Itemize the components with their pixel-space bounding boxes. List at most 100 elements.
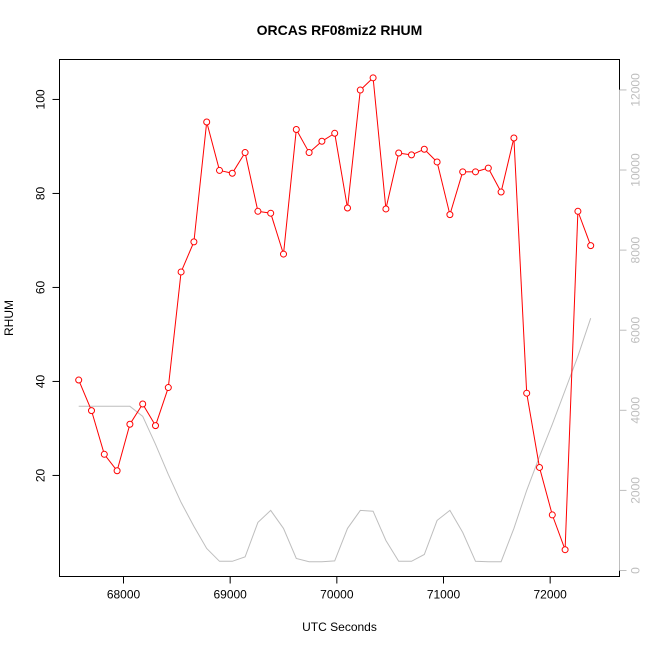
x-tick-label: 72000: [533, 588, 567, 602]
x-axis: 68000 69000 70000 71000 72000: [107, 576, 567, 602]
y-series-segment: [155, 390, 168, 423]
y-series-segment: [297, 131, 309, 151]
x-tick-label: 68000: [107, 588, 141, 602]
x-tick-label: 69000: [213, 588, 247, 602]
y-tick-label: 100: [34, 89, 48, 109]
y-series-point: [408, 151, 415, 159]
y-series-segment: [193, 124, 207, 239]
y-series-segment: [271, 215, 284, 252]
y-series-segment: [117, 426, 130, 468]
y-series-point: [510, 134, 518, 142]
y-series-point: [100, 450, 108, 458]
y-series-point: [203, 118, 211, 126]
y-series-segment: [260, 211, 268, 214]
y-series-point: [280, 250, 287, 258]
y-series-segment: [552, 517, 565, 548]
y2-tick-label: 10000: [629, 153, 643, 187]
y-series-segment: [578, 213, 591, 243]
y-series-segment: [105, 456, 116, 469]
y-series-point: [548, 511, 556, 519]
y-series-segment: [283, 132, 297, 252]
y-series-point: [164, 384, 172, 392]
y-series-point: [574, 207, 582, 215]
y-series-segment: [426, 151, 436, 161]
y2-series-line: [78, 318, 592, 563]
y-series-point: [331, 129, 339, 137]
y-series-point: [369, 74, 377, 82]
y-series-point: [484, 164, 492, 172]
y-axis-left: 20 40 60 80 100: [34, 89, 60, 482]
y-series-point: [292, 126, 300, 134]
y-series-segment: [362, 79, 372, 89]
y-tick-label: 60: [34, 280, 48, 294]
chart-title: ORCAS RF08miz2 RHUM: [257, 22, 423, 38]
y-series-segment: [168, 274, 182, 385]
y-series-segment: [311, 142, 320, 151]
y2-tick-label: 12000: [629, 73, 643, 107]
y-series-point: [536, 463, 543, 471]
y-series-point: [459, 168, 467, 176]
y-series-segment: [131, 406, 142, 422]
y-series-point: [126, 420, 134, 428]
y-series-point: [216, 166, 223, 174]
y-series-point: [177, 268, 185, 276]
y-series-point: [523, 389, 531, 397]
y-series-segment: [414, 150, 422, 155]
y-series-point: [472, 168, 479, 176]
y-tick-label: 40: [34, 374, 48, 388]
y-series-segment: [181, 244, 194, 270]
y-series-segment: [501, 140, 514, 190]
y-series-segment: [79, 382, 91, 409]
y-series-segment: [564, 214, 579, 547]
y-series-point: [433, 158, 441, 166]
y-series-point: [305, 149, 313, 157]
y-series-segment: [222, 170, 230, 174]
y-series-segment: [526, 396, 540, 465]
y-series-segment: [450, 174, 463, 212]
y2-tick-label: 0: [629, 567, 643, 574]
y-series-segment: [478, 168, 486, 172]
y2-tick-label: 8000: [629, 236, 643, 263]
y-tick-label: 20: [34, 468, 48, 482]
y-series-point: [344, 204, 351, 212]
x-tick-label: 71000: [427, 588, 461, 602]
y-series-segment: [489, 170, 501, 190]
y-series-segment: [143, 406, 155, 424]
y-series-point: [113, 467, 121, 475]
y-series-segment: [386, 155, 399, 207]
y2-tick-label: 2000: [629, 477, 643, 504]
y-series-segment: [372, 80, 387, 207]
y-series-point: [190, 238, 198, 246]
y-series-point: [356, 86, 364, 94]
y2-tick-label: 6000: [629, 317, 643, 344]
y-series-segment: [437, 164, 450, 212]
y-series-segment: [233, 154, 244, 171]
y-series-segment: [401, 152, 409, 155]
y-series-point: [75, 376, 83, 384]
y-series-segment: [206, 124, 220, 168]
y-axis-label: RHUM: [2, 300, 16, 336]
y-series-point: [88, 407, 95, 415]
y-series-segment: [539, 470, 553, 513]
y-series-segment: [245, 155, 258, 209]
y-series-segment: [513, 140, 528, 391]
y-series-point: [420, 145, 428, 153]
series-layer: [75, 74, 595, 563]
y-series-point: [241, 149, 249, 157]
y-series-segment: [91, 413, 104, 452]
y-series-segment: [324, 134, 333, 141]
y-series-point: [497, 188, 505, 196]
y-tick-label: 80: [34, 186, 48, 200]
x-tick-label: 70000: [320, 588, 354, 602]
y-series-point: [446, 211, 454, 219]
y-series-point: [382, 205, 390, 213]
y-series-point: [561, 546, 569, 554]
y-axis-right: 0 2000 4000 6000 8000 10000 12000: [619, 73, 643, 574]
x-axis-label: UTC Seconds: [302, 620, 377, 634]
plot-frame: [59, 59, 620, 577]
y-series-segment: [347, 92, 361, 206]
y-series-segment: [334, 136, 348, 206]
y-series-point: [395, 149, 403, 157]
y-series-point: [139, 400, 147, 408]
